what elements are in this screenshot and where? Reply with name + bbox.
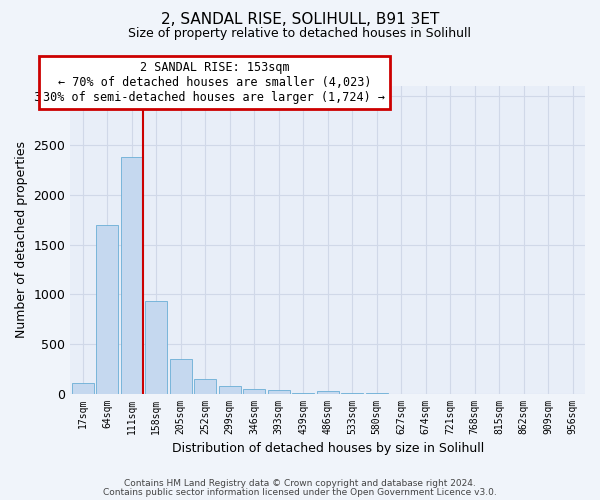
Text: Size of property relative to detached houses in Solihull: Size of property relative to detached ho… [128,28,472,40]
Bar [145,301,167,394]
Text: Contains public sector information licensed under the Open Government Licence v3: Contains public sector information licen… [103,488,497,497]
Bar [96,225,118,394]
Text: Contains HM Land Registry data © Crown copyright and database right 2024.: Contains HM Land Registry data © Crown c… [124,479,476,488]
Bar [121,158,143,394]
Bar [317,390,338,394]
Bar [71,382,94,394]
Bar [218,386,241,394]
Bar [170,359,191,394]
Bar [194,378,216,394]
Y-axis label: Number of detached properties: Number of detached properties [15,141,28,338]
Text: 2, SANDAL RISE, SOLIHULL, B91 3ET: 2, SANDAL RISE, SOLIHULL, B91 3ET [161,12,439,28]
Text: 2 SANDAL RISE: 153sqm
← 70% of detached houses are smaller (4,023)
30% of semi-d: 2 SANDAL RISE: 153sqm ← 70% of detached … [43,61,385,104]
Bar [243,388,265,394]
Bar [268,390,290,394]
X-axis label: Distribution of detached houses by size in Solihull: Distribution of detached houses by size … [172,442,484,455]
